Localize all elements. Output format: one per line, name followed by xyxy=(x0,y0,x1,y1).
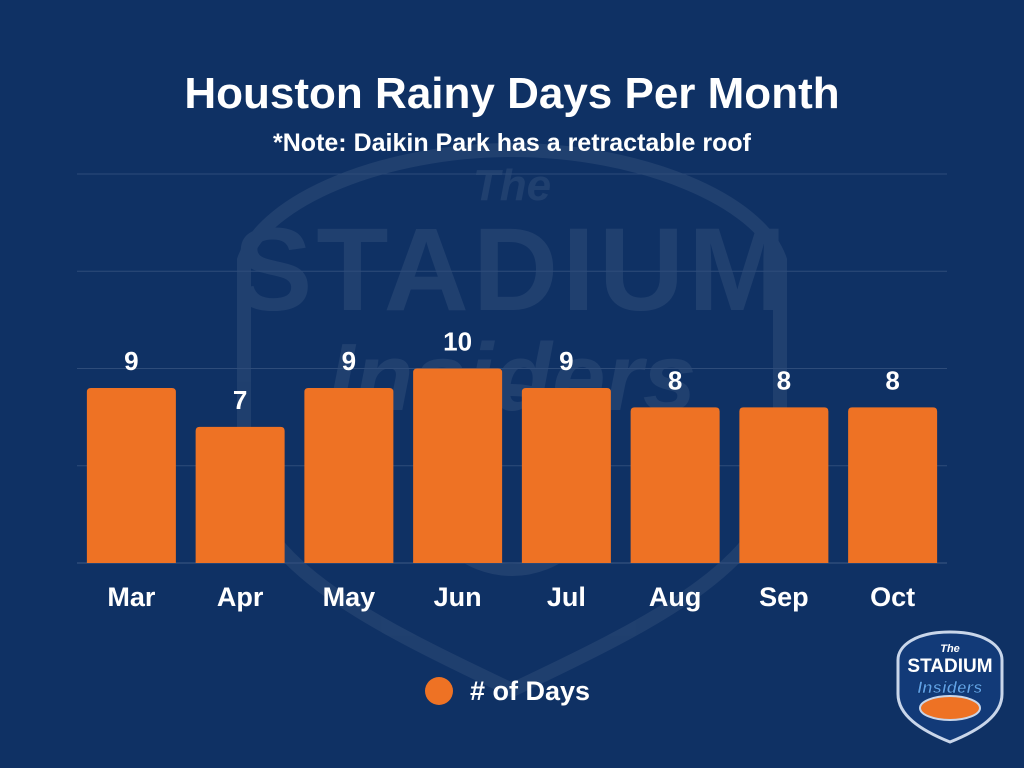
logo-text-sub: Insiders xyxy=(917,678,982,697)
bar-may xyxy=(304,387,394,563)
chart-subtitle: *Note: Daikin Park has a retractable roo… xyxy=(273,129,752,157)
bar-jul xyxy=(521,387,611,563)
x-tick-jun: Jun xyxy=(434,582,482,612)
bar-apr xyxy=(195,426,285,563)
watermark-text-main: STADIUM xyxy=(234,204,791,336)
bar-jun xyxy=(413,368,503,563)
data-label-jun: 10 xyxy=(443,327,472,357)
bar-oct xyxy=(848,407,938,563)
x-tick-mar: Mar xyxy=(107,582,156,612)
legend-swatch xyxy=(425,677,453,705)
data-label-apr: 7 xyxy=(233,385,247,415)
chart-title: Houston Rainy Days Per Month xyxy=(184,69,839,118)
data-label-jul: 9 xyxy=(559,346,573,376)
bar-sep xyxy=(739,407,829,563)
data-labels: 9 7 9 10 9 8 8 8 xyxy=(124,327,900,415)
x-tick-jul: Jul xyxy=(547,582,586,612)
legend-label: # of Days xyxy=(470,676,590,706)
x-tick-oct: Oct xyxy=(870,582,915,612)
logo-text-main: STADIUM xyxy=(907,656,992,677)
x-axis-ticks: Mar Apr May Jun Jul Aug Sep Oct xyxy=(107,582,915,612)
logo-text-top: The xyxy=(940,643,960,655)
data-label-oct: 8 xyxy=(885,365,899,395)
x-tick-sep: Sep xyxy=(759,582,809,612)
stadium-insiders-logo: The STADIUM Insiders xyxy=(896,630,1004,744)
data-label-aug: 8 xyxy=(668,365,682,395)
data-label-may: 9 xyxy=(342,346,356,376)
bar-series xyxy=(86,368,938,563)
watermark-text-top: The xyxy=(473,161,551,210)
x-tick-apr: Apr xyxy=(217,582,264,612)
bar-mar xyxy=(86,387,176,563)
x-tick-aug: Aug xyxy=(649,582,701,612)
data-label-mar: 9 xyxy=(124,346,138,376)
x-tick-may: May xyxy=(323,582,376,612)
bar-aug xyxy=(630,407,720,563)
legend: # of Days xyxy=(425,676,590,706)
data-label-sep: 8 xyxy=(777,365,791,395)
